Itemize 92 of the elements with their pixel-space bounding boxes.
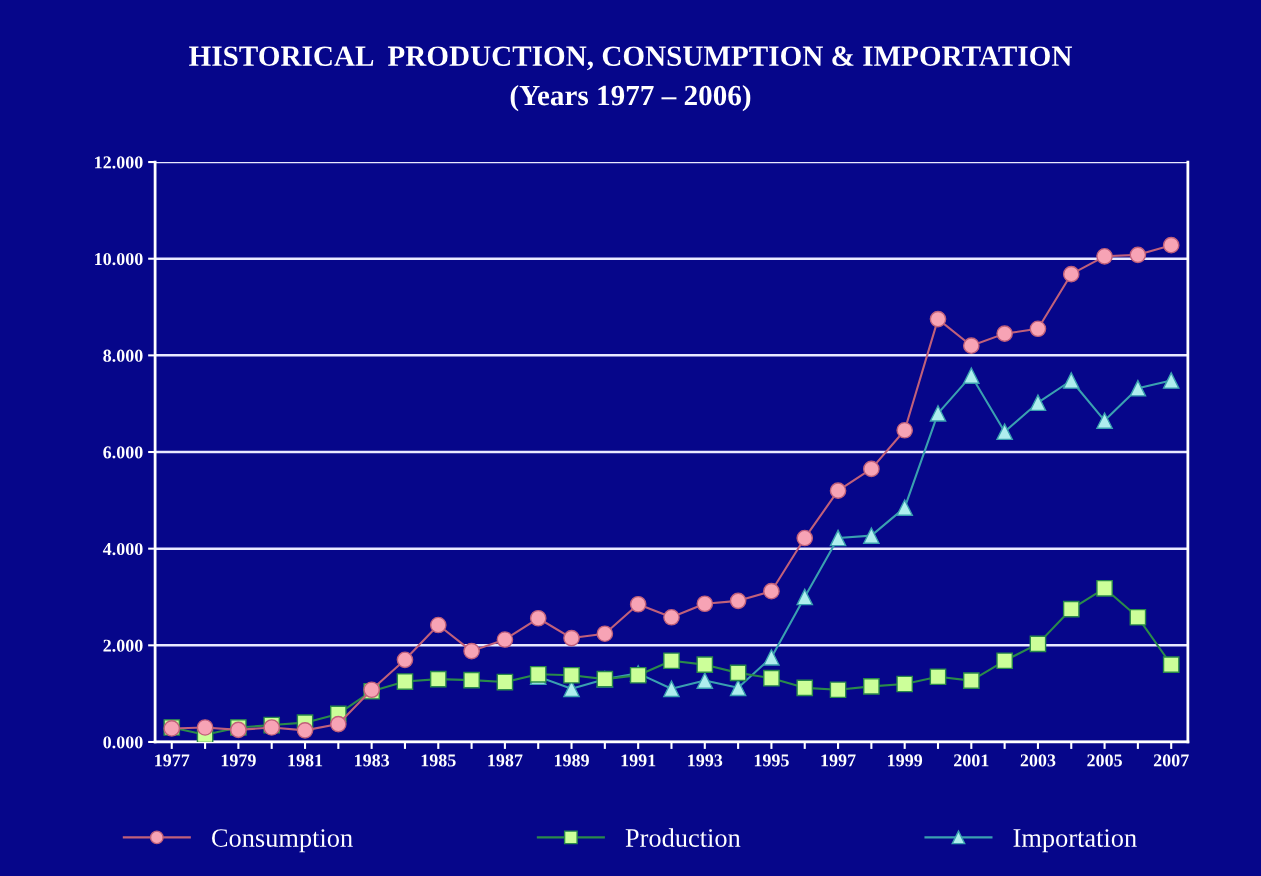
y-tick-label: 10.000 [95, 252, 143, 266]
x-tick-label: 2003 [1020, 754, 1056, 767]
point [996, 325, 1013, 342]
point [663, 608, 680, 626]
point [463, 671, 480, 689]
point [496, 673, 514, 691]
point [763, 582, 780, 600]
point [396, 651, 414, 669]
chart-subtitle: (Years 1977 – 2006) [510, 84, 751, 112]
point [929, 405, 947, 422]
point [1096, 247, 1113, 265]
y-tick-label: 8.000 [103, 349, 143, 362]
legend-label: Importation [1013, 829, 1137, 853]
legend-label: Consumption [212, 829, 353, 853]
point [1062, 265, 1080, 283]
point [429, 670, 447, 688]
y-tick-label: 12.000 [95, 156, 143, 169]
point [696, 595, 714, 613]
point [663, 680, 680, 698]
x-tick-label: 1999 [888, 754, 923, 767]
point [1129, 246, 1147, 264]
point [1129, 608, 1147, 626]
x-tick-label: 1981 [288, 754, 323, 767]
point [1029, 320, 1047, 338]
x-tick-label: 1983 [355, 754, 390, 767]
x-tick-label: 1993 [688, 754, 723, 767]
point [696, 672, 714, 689]
point [663, 652, 680, 670]
point [196, 719, 214, 736]
chart-title: HISTORICAL PRODUCTION, CONSUMPTION & IMPORTATION [189, 46, 1073, 71]
point [763, 649, 780, 666]
point [996, 423, 1013, 441]
point [796, 529, 814, 547]
point [829, 482, 847, 500]
point [629, 595, 647, 613]
point [729, 664, 747, 682]
x-tick-label: 1989 [554, 754, 589, 767]
point [1129, 379, 1147, 397]
point [1029, 394, 1047, 412]
point [429, 616, 447, 634]
legend-label: Production [625, 828, 741, 847]
point [729, 592, 747, 610]
point [962, 672, 980, 689]
point [729, 679, 747, 697]
point [863, 678, 880, 695]
point [330, 715, 347, 733]
point [396, 673, 414, 690]
y-tick-label: 6.000 [103, 446, 143, 459]
x-tick-label: 2007 [1153, 754, 1189, 767]
point [1162, 656, 1180, 673]
y-tick-label: 4.000 [102, 542, 143, 556]
point [296, 722, 314, 739]
point [796, 588, 814, 606]
x-tick-label: 1977 [155, 754, 190, 767]
point [829, 529, 847, 547]
y-tick-label: 2.000 [103, 639, 143, 652]
point [596, 625, 614, 643]
y-tick-label: 0.000 [103, 736, 143, 749]
point [929, 310, 947, 328]
point [829, 681, 847, 699]
point [1162, 372, 1180, 389]
point [529, 609, 547, 627]
point [1096, 579, 1113, 597]
point [1162, 236, 1180, 254]
point [896, 499, 914, 516]
x-tick-label: 1991 [621, 754, 656, 767]
point [796, 679, 814, 697]
x-tick-label: 1985 [421, 754, 456, 767]
point [996, 652, 1013, 670]
x-tick-label: 2005 [1087, 754, 1122, 767]
x-tick-label: 1997 [821, 754, 856, 767]
point [1062, 372, 1080, 389]
point [1029, 635, 1047, 653]
point [962, 337, 980, 355]
x-tick-label: 2001 [954, 754, 989, 767]
point [696, 656, 714, 673]
point [563, 629, 580, 647]
point [763, 669, 780, 687]
point [1096, 412, 1113, 429]
point [896, 675, 914, 693]
x-tick-label: 1987 [488, 754, 523, 767]
point [863, 527, 880, 544]
x-tick-label: 1995 [754, 754, 789, 767]
point [863, 460, 880, 478]
point [929, 668, 947, 686]
point [896, 421, 914, 439]
point [1062, 600, 1080, 618]
point [496, 631, 514, 648]
point [962, 367, 980, 384]
point [563, 666, 580, 684]
x-tick-label: 1979 [221, 754, 256, 767]
point [463, 642, 480, 660]
